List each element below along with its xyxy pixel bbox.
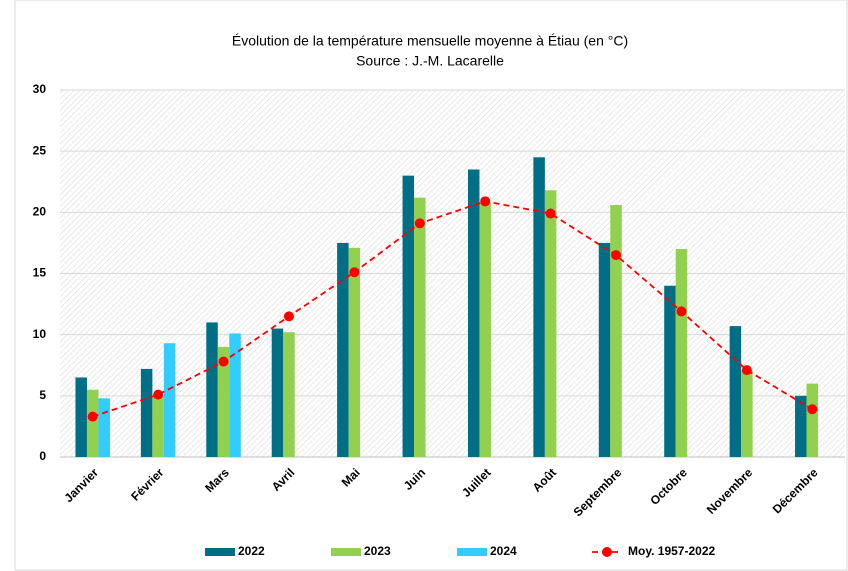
legend-label: Moy. 1957-2022 bbox=[628, 544, 715, 558]
bar bbox=[729, 326, 742, 457]
legend-label: 2022 bbox=[238, 544, 265, 558]
legend-label: 2024 bbox=[490, 544, 517, 558]
bar bbox=[163, 343, 176, 457]
bar bbox=[806, 383, 819, 457]
bar bbox=[140, 368, 153, 457]
bar bbox=[206, 322, 218, 457]
y-tick-label: 30 bbox=[33, 82, 47, 96]
bar bbox=[152, 395, 164, 457]
line-marker bbox=[807, 404, 818, 415]
y-tick-label: 20 bbox=[33, 205, 47, 219]
bar bbox=[86, 389, 99, 457]
bar bbox=[467, 169, 480, 457]
bar bbox=[479, 202, 491, 457]
line-marker bbox=[741, 365, 752, 376]
line-marker bbox=[545, 208, 556, 219]
bar bbox=[795, 395, 807, 457]
bar bbox=[533, 157, 545, 458]
line-marker bbox=[480, 196, 491, 207]
line-marker bbox=[87, 411, 98, 422]
y-tick-label: 0 bbox=[39, 449, 46, 463]
bar bbox=[675, 249, 688, 457]
line-marker bbox=[414, 218, 425, 229]
bar bbox=[75, 377, 87, 457]
legend-swatch bbox=[205, 548, 235, 556]
bar bbox=[741, 370, 753, 457]
legend-swatch bbox=[602, 547, 612, 557]
y-tick-label: 5 bbox=[39, 388, 46, 402]
bar bbox=[544, 190, 557, 457]
bar bbox=[664, 285, 676, 457]
line-marker bbox=[283, 311, 294, 322]
y-tick-label: 25 bbox=[33, 143, 47, 157]
y-tick-label: 15 bbox=[33, 266, 47, 280]
line-marker bbox=[676, 306, 687, 317]
bar bbox=[337, 242, 349, 457]
bar bbox=[414, 197, 426, 458]
y-tick-label: 10 bbox=[33, 327, 47, 341]
bar bbox=[283, 332, 295, 457]
legend-swatch bbox=[331, 548, 361, 556]
line-marker bbox=[611, 250, 622, 261]
bar bbox=[271, 328, 284, 457]
bar bbox=[98, 398, 110, 457]
line-marker bbox=[153, 389, 164, 400]
line-marker bbox=[349, 267, 360, 278]
line-marker bbox=[218, 356, 229, 367]
chart-subtitle: Source : J.-M. Lacarelle bbox=[356, 53, 504, 69]
line bbox=[92, 200, 813, 418]
chart-title: Évolution de la température mensuelle mo… bbox=[232, 33, 628, 49]
bar bbox=[348, 247, 361, 457]
legend-label: 2023 bbox=[364, 544, 391, 558]
bar bbox=[402, 175, 415, 457]
legend-swatch bbox=[457, 548, 487, 556]
bar bbox=[598, 242, 611, 457]
bar bbox=[229, 333, 241, 457]
bar bbox=[217, 346, 230, 457]
bar bbox=[610, 204, 622, 457]
